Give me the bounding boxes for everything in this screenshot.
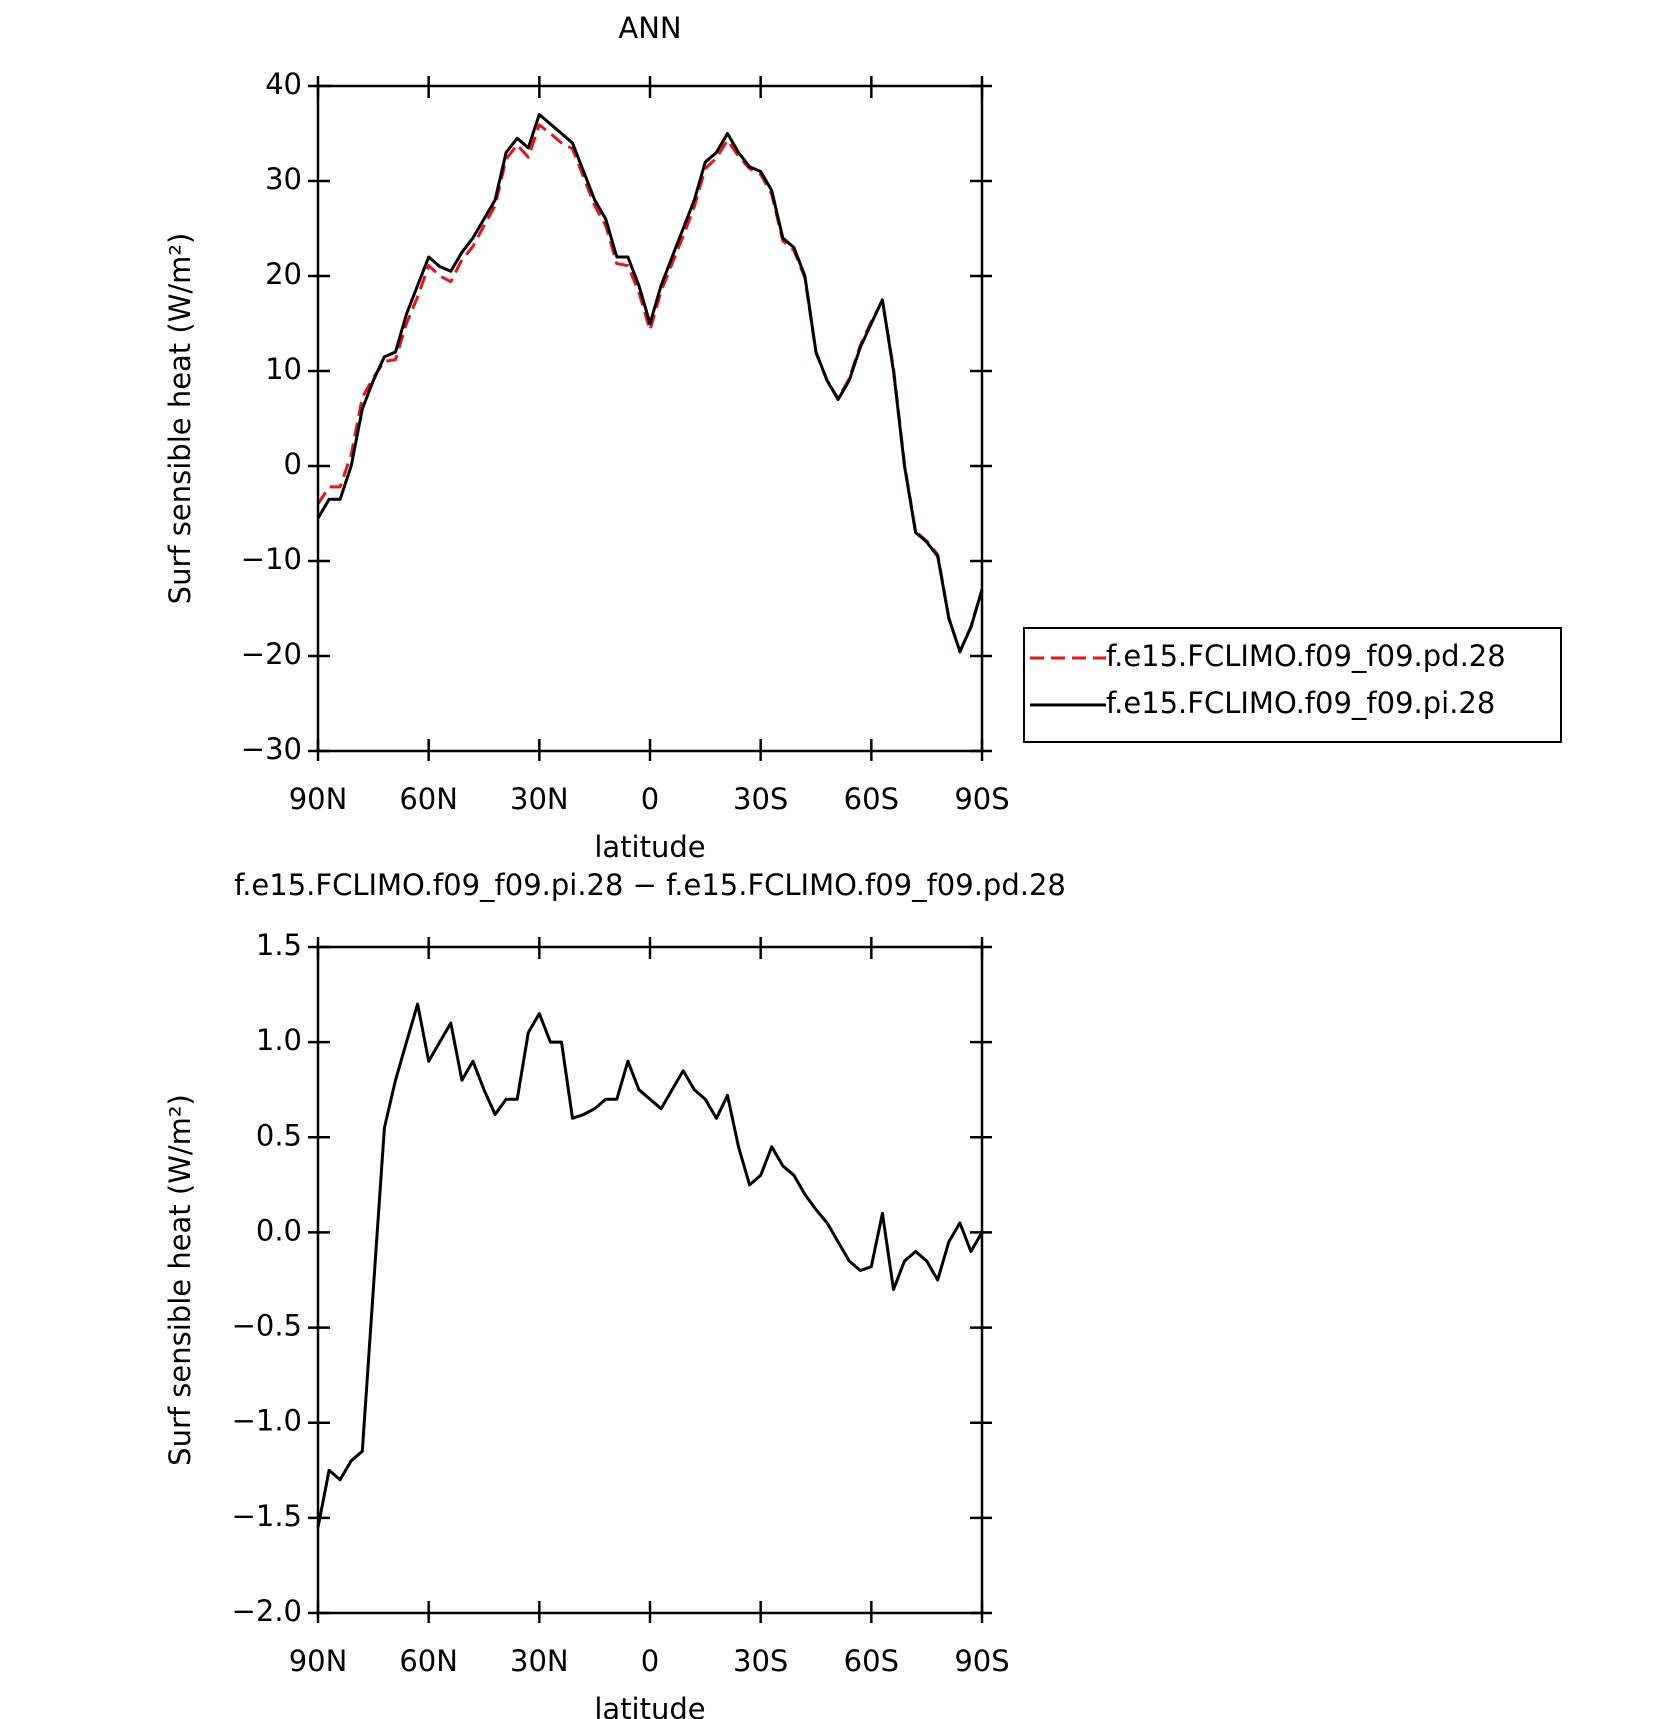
series-line xyxy=(316,123,984,654)
chart-title: ANN xyxy=(618,11,681,45)
x-tick-label: 60N xyxy=(399,1644,458,1678)
x-tick-label: 60S xyxy=(844,782,899,816)
y-tick-label: 20 xyxy=(265,257,302,291)
y-tick-label: 1.5 xyxy=(256,928,302,962)
y-axis-label: Surf sensible heat (W/m²) xyxy=(163,233,197,605)
y-tick-label: 30 xyxy=(265,162,302,196)
legend-label: f.e15.FCLIMO.f09_f09.pi.28 xyxy=(1106,686,1495,720)
x-tick-label: 90N xyxy=(289,782,348,816)
y-tick-label: 0 xyxy=(284,447,302,481)
x-axis-label: latitude xyxy=(594,830,705,864)
chart-title: f.e15.FCLIMO.f09_f09.pi.28 − f.e15.FCLIM… xyxy=(234,868,1066,902)
plot-frame xyxy=(316,945,984,1615)
y-tick-label: −0.5 xyxy=(232,1309,302,1343)
y-tick-label: 1.0 xyxy=(256,1023,302,1057)
y-tick-label: −1.0 xyxy=(232,1404,302,1438)
legend-box xyxy=(1023,627,1562,743)
x-tick-label: 90S xyxy=(954,782,1009,816)
y-tick-label: −20 xyxy=(241,637,302,671)
y-tick-label: 0.5 xyxy=(256,1118,302,1152)
x-tick-label: 0 xyxy=(641,1644,659,1678)
x-tick-label: 60N xyxy=(399,782,458,816)
x-tick-label: 90S xyxy=(954,1644,1009,1678)
y-tick-label: −1.5 xyxy=(232,1499,302,1533)
series-line xyxy=(316,1002,984,1528)
y-tick-label: 40 xyxy=(265,67,302,101)
x-tick-label: 90N xyxy=(289,1644,348,1678)
series-line xyxy=(316,113,984,653)
x-tick-label: 60S xyxy=(844,1644,899,1678)
y-tick-label: 0.0 xyxy=(256,1213,302,1247)
y-tick-label: −2.0 xyxy=(232,1594,302,1628)
x-tick-label: 30N xyxy=(510,782,569,816)
y-tick-label: 10 xyxy=(265,352,302,386)
plot-frame xyxy=(316,84,984,753)
x-tick-label: 30N xyxy=(510,1644,569,1678)
x-tick-label: 30S xyxy=(733,1644,788,1678)
y-tick-label: −30 xyxy=(241,732,302,766)
x-tick-label: 30S xyxy=(733,782,788,816)
y-tick-label: −10 xyxy=(241,542,302,576)
legend-label: f.e15.FCLIMO.f09_f09.pd.28 xyxy=(1106,639,1506,673)
x-axis-label: latitude xyxy=(594,1692,705,1719)
x-tick-label: 0 xyxy=(641,782,659,816)
y-axis-label: Surf sensible heat (W/m²) xyxy=(163,1094,197,1466)
